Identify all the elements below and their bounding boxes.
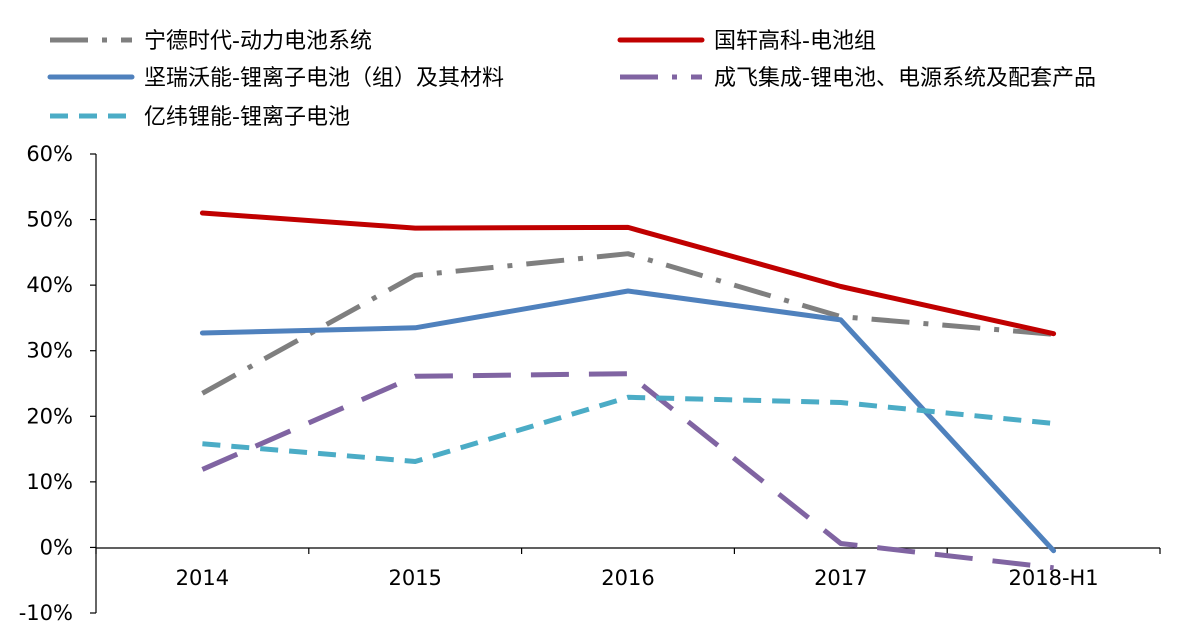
series-1 [199, 210, 1057, 337]
series-line [201, 371, 1054, 571]
legend-label: 成飞集成-锂电池、电源系统及配套产品 [714, 66, 1096, 91]
legend-label: 坚瑞沃能-锂离子电池（组）及其材料 [144, 66, 504, 91]
series-line [202, 394, 1054, 464]
y-tick-label: -10% [19, 601, 73, 625]
legend-item: 成飞集成-锂电池、电源系统及配套产品 [620, 66, 1096, 91]
x-tick-label: 2017 [814, 566, 867, 590]
series-line [199, 288, 1057, 554]
series-lines [199, 210, 1057, 571]
legend-item: 国轩高科-电池组 [617, 29, 876, 54]
x-tick-label: 2014 [176, 566, 229, 590]
x-tick-label: 2018-H1 [1009, 566, 1099, 590]
legend-item: 坚瑞沃能-锂离子电池（组）及其材料 [47, 66, 504, 91]
x-tick-label: 2015 [388, 566, 441, 590]
legend-item: 宁德时代-动力电池系统 [50, 29, 372, 54]
y-tick-label: 0% [40, 535, 73, 559]
legend-item: 亿纬锂能-锂离子电池 [50, 105, 350, 130]
series-line [199, 210, 1057, 337]
series-0 [201, 251, 1054, 396]
x-tick-labels: 2014 2015 2016 2017 2018-H1 [176, 566, 1099, 590]
y-tick-label: 60% [26, 142, 73, 166]
y-tick-label: 20% [26, 404, 73, 428]
axes [90, 153, 1161, 614]
legend-label: 亿纬锂能-锂离子电池 [144, 105, 350, 130]
series-line [201, 251, 1054, 396]
x-tick-label: 2016 [601, 566, 654, 590]
y-tick-label: 50% [26, 208, 73, 232]
series-4 [202, 394, 1054, 464]
y-tick-label: 40% [26, 273, 73, 297]
legend-label: 宁德时代-动力电池系统 [144, 29, 372, 54]
series-2 [199, 288, 1057, 554]
series-3 [201, 371, 1054, 571]
y-tick-label: 30% [26, 339, 73, 363]
y-tick-label: 10% [26, 470, 73, 494]
y-tick-labels: 60% 50% 40% 30% 20% 10% 0% -10% [19, 142, 73, 625]
legend-label: 国轩高科-电池组 [714, 29, 876, 54]
